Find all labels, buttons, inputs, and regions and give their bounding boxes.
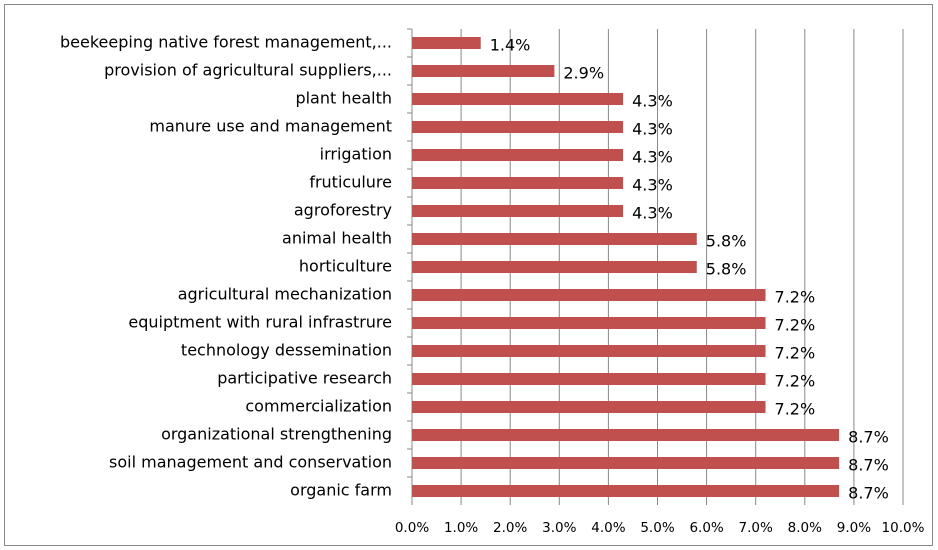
bar: [412, 485, 840, 497]
x-tick-label: 3.0%: [542, 520, 576, 536]
y-tick-label: fruticulure: [309, 173, 392, 192]
data-label: 8.7%: [848, 456, 889, 475]
data-label: 7.2%: [775, 288, 816, 307]
bar: [412, 121, 624, 133]
x-tick-label: 7.0%: [739, 520, 773, 536]
data-label: 7.2%: [775, 316, 816, 335]
bar: [412, 177, 624, 189]
data-label: 7.2%: [775, 372, 816, 391]
bar: [412, 317, 766, 329]
bar: [412, 233, 697, 245]
data-label: 4.3%: [632, 120, 673, 139]
x-tick-label: 5.0%: [640, 520, 674, 536]
data-label: 4.3%: [632, 176, 673, 195]
y-tick-label: agricultural mechanization: [178, 285, 392, 304]
x-tick-label: 4.0%: [591, 520, 625, 536]
x-tick-label: 1.0%: [444, 520, 478, 536]
bar: [412, 261, 697, 273]
y-tick-label: beekeeping native forest management,...: [60, 33, 392, 52]
data-label: 8.7%: [848, 428, 889, 447]
x-tick-label: 2.0%: [493, 520, 527, 536]
data-label: 7.2%: [775, 400, 816, 419]
y-tick-label: participative research: [217, 369, 392, 388]
bar: [412, 345, 766, 357]
y-tick-label: irrigation: [320, 145, 392, 164]
y-tick-label: organizational strengthening: [161, 425, 392, 444]
data-label: 8.7%: [848, 484, 889, 503]
bar: [412, 93, 624, 105]
data-label: 1.4%: [490, 36, 531, 55]
y-tick-label: equiptment with rural infrastrure: [128, 313, 392, 332]
data-label: 4.3%: [632, 92, 673, 111]
data-label: 5.8%: [706, 260, 747, 279]
x-tick-label: 0.0%: [395, 520, 429, 536]
bar: [412, 149, 624, 161]
bar: [412, 373, 766, 385]
y-tick-label: plant health: [295, 89, 392, 108]
bar: [412, 65, 555, 77]
y-tick-label: agroforestry: [294, 201, 392, 220]
bar: [412, 457, 840, 469]
bar: [412, 401, 766, 413]
y-tick-label: commercialization: [245, 397, 392, 416]
bar: [412, 289, 766, 301]
y-tick-label: organic farm: [290, 481, 392, 500]
data-label: 4.3%: [632, 204, 673, 223]
y-tick-label: animal health: [282, 229, 392, 248]
y-tick-label: horticulture: [299, 257, 392, 276]
data-label: 5.8%: [706, 232, 747, 251]
data-label: 2.9%: [563, 64, 604, 83]
x-tick-label: 6.0%: [689, 520, 723, 536]
y-tick-label: manure use and management: [149, 117, 392, 136]
y-tick-label: technology dessemination: [181, 341, 392, 360]
bar: [412, 429, 840, 441]
y-tick-label: provision of agricultural suppliers,...: [104, 61, 392, 80]
bar: [412, 37, 481, 49]
x-tick-label: 8.0%: [788, 520, 822, 536]
x-tick-label: 9.0%: [837, 520, 871, 536]
y-tick-label: soil management and conservation: [109, 453, 392, 472]
data-label: 4.3%: [632, 148, 673, 167]
bar: [412, 205, 624, 217]
x-tick-label: 10.0%: [882, 520, 925, 536]
data-label: 7.2%: [775, 344, 816, 363]
